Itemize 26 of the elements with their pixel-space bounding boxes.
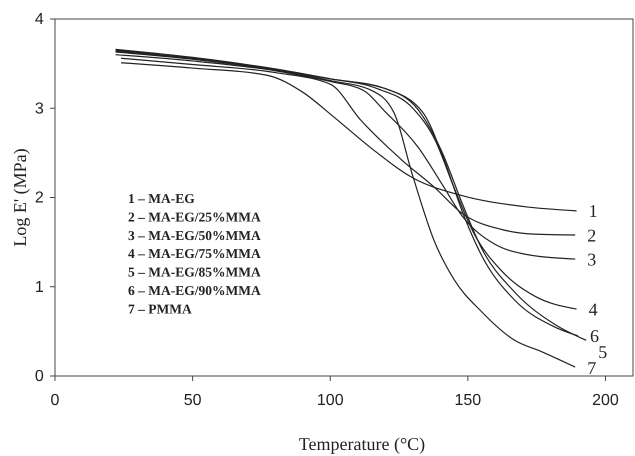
- annotation: 3 – MA-EG/50%MMA: [128, 228, 261, 243]
- annotation: 6 – MA-EG/90%MMA: [128, 283, 261, 298]
- y-tick-label: 0: [34, 368, 44, 386]
- y-axis-title: Log E' (MPa): [10, 148, 30, 247]
- annotation: 2 – MA-EG/25%MMA: [128, 209, 261, 224]
- series-label: 3: [587, 249, 596, 270]
- x-tick-label: 0: [50, 392, 60, 409]
- x-tick-label: 100: [316, 392, 344, 409]
- x-tick-label: 50: [184, 392, 202, 409]
- y-tick-label: 3: [34, 100, 44, 118]
- y-tick-label: 2: [34, 190, 44, 207]
- x-tick-label: 200: [592, 392, 619, 409]
- x-tick-label: 150: [454, 392, 482, 409]
- annotation: 7 – PMMA: [128, 301, 192, 316]
- series-label: 5: [598, 342, 608, 362]
- annotation: 1 – MA-EG: [128, 191, 196, 206]
- series-label: 4: [588, 299, 598, 320]
- y-tick-label: 1: [34, 278, 44, 296]
- series-label: 7: [587, 358, 596, 378]
- x-axis-title: Temperature (°C): [298, 434, 426, 454]
- y-tick-label: 4: [34, 11, 44, 28]
- annotation: 5 – MA-EG/85%MMA: [128, 264, 261, 280]
- series-label: 1: [588, 201, 598, 222]
- annotation: 4 – MA-EG/75%MMA: [128, 246, 261, 262]
- series-label: 2: [587, 225, 596, 246]
- series-label: 6: [590, 326, 599, 346]
